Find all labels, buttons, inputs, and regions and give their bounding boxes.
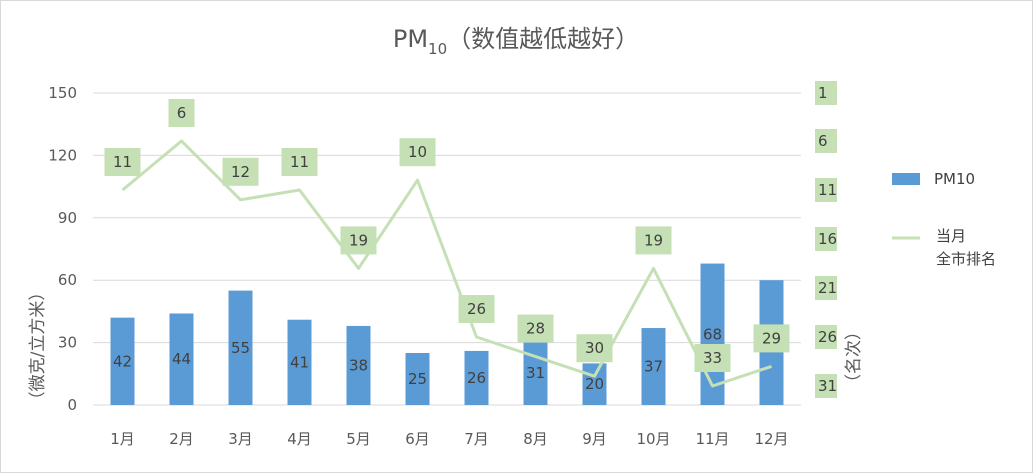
bar-value-label: 37: [644, 358, 663, 376]
bar-value-label: 44: [172, 350, 191, 368]
left-tick-label: 90: [58, 209, 77, 227]
left-tick-label: 60: [58, 271, 77, 289]
x-tick-label: 7月: [464, 430, 489, 448]
rank-label-box: [458, 295, 495, 323]
rank-label-box: [753, 324, 790, 353]
bar-value-label: 38: [349, 356, 368, 374]
right-tick-box: [815, 374, 837, 398]
right-axis-title: （名次）: [844, 323, 864, 391]
rank-label-box: [517, 314, 554, 343]
left-tick-label: 120: [48, 146, 77, 164]
rank-value-label: 19: [644, 231, 663, 249]
x-axis-ticks: 1月 2月 3月 4月 5月 6月 7月 8月 9月 10月 11月 12月: [110, 430, 788, 448]
left-tick-label: 30: [58, 334, 77, 352]
bar-value-label: 42: [113, 352, 132, 370]
rank-data-labels: 11 6 12 11 19 10 26 28 30 19 33 29: [104, 99, 790, 372]
bar: [169, 313, 194, 405]
x-tick-label: 12月: [754, 430, 788, 448]
x-tick-label: 6月: [405, 430, 430, 448]
bar-value-label: 26: [467, 369, 486, 387]
right-tick-label: 31: [818, 377, 837, 395]
legend-label-rank-line1: 当月: [936, 227, 966, 245]
right-tick-label: 21: [818, 279, 837, 297]
right-tick-box: [815, 178, 837, 202]
rank-value-label: 12: [231, 163, 250, 181]
bar-value-label: 41: [290, 353, 309, 371]
bar-data-labels: 424455413825263120376860: [113, 325, 781, 393]
bar-value-label: 25: [408, 370, 427, 388]
bar-series: [110, 263, 784, 405]
x-tick-label: 11月: [695, 430, 729, 448]
legend: PM10 当月 全市排名: [892, 170, 996, 268]
rank-label-box: [104, 148, 141, 176]
bar: [700, 263, 725, 405]
right-tick-label: 11: [818, 181, 837, 199]
x-tick-label: 8月: [523, 430, 548, 448]
x-tick-label: 4月: [287, 430, 312, 448]
rank-label-box: [576, 334, 613, 363]
rank-value-label: 33: [703, 349, 722, 367]
bar-value-label: 31: [526, 364, 545, 382]
rank-label-box: [281, 148, 318, 176]
left-tick-label: 0: [67, 396, 77, 414]
rank-value-label: 26: [467, 300, 486, 318]
bar: [582, 363, 607, 405]
left-axis-title: （微克/立方米）: [28, 284, 48, 409]
x-tick-label: 9月: [582, 430, 607, 448]
rank-label-box: [694, 344, 731, 372]
bar: [287, 319, 312, 405]
bar: [346, 325, 371, 405]
rank-series: [121, 139, 772, 388]
right-tick-box: [815, 81, 837, 105]
rank-value-label: 30: [585, 339, 604, 357]
x-tick-label: 10月: [636, 430, 670, 448]
rank-value-label: 6: [177, 104, 187, 122]
right-tick-label: 26: [818, 328, 837, 346]
right-tick-box: [815, 325, 837, 349]
rank-label-box: [399, 138, 436, 167]
rank-label-box: [168, 99, 195, 127]
rank-value-label: 11: [113, 153, 132, 171]
rank-value-label: 29: [762, 329, 781, 347]
bar: [641, 328, 666, 405]
gridlines: [93, 92, 801, 406]
x-tick-label: 5月: [346, 430, 371, 448]
x-tick-label: 1月: [110, 430, 135, 448]
bar-value-label: 55: [231, 339, 250, 357]
bar: [405, 353, 430, 405]
right-tick-label: 6: [818, 132, 828, 150]
right-tick-box: [815, 129, 837, 153]
rank-label-box: [635, 226, 672, 255]
legend-swatch-pm10: [892, 173, 920, 185]
rank-value-label: 10: [408, 143, 427, 161]
rank-value-label: 28: [526, 320, 545, 338]
bar: [464, 350, 489, 405]
bar: [110, 317, 135, 405]
left-tick-label: 150: [48, 84, 77, 102]
bar: [523, 340, 548, 405]
right-tick-box: [815, 227, 837, 251]
bar-value-label: 20: [585, 375, 604, 393]
left-axis-ticks: 0 30 60 90 120 150: [48, 84, 77, 414]
legend-label-pm10: PM10: [934, 170, 975, 188]
rank-line: [121, 139, 772, 388]
bar-value-label: 68: [703, 325, 722, 343]
chart-title: PM10（数值越低越好）: [393, 25, 639, 58]
legend-label-rank-line2: 全市排名: [936, 250, 996, 268]
right-tick-label: 16: [818, 230, 837, 248]
rank-value-label: 19: [349, 231, 368, 249]
rank-value-label: 11: [290, 153, 309, 171]
bar: [228, 290, 253, 405]
rank-label-box: [340, 226, 377, 255]
x-tick-label: 3月: [228, 430, 253, 448]
right-tick-label: 1: [818, 84, 828, 102]
right-tick-box: [815, 276, 837, 300]
rank-label-box: [222, 157, 259, 186]
x-tick-label: 2月: [169, 430, 194, 448]
